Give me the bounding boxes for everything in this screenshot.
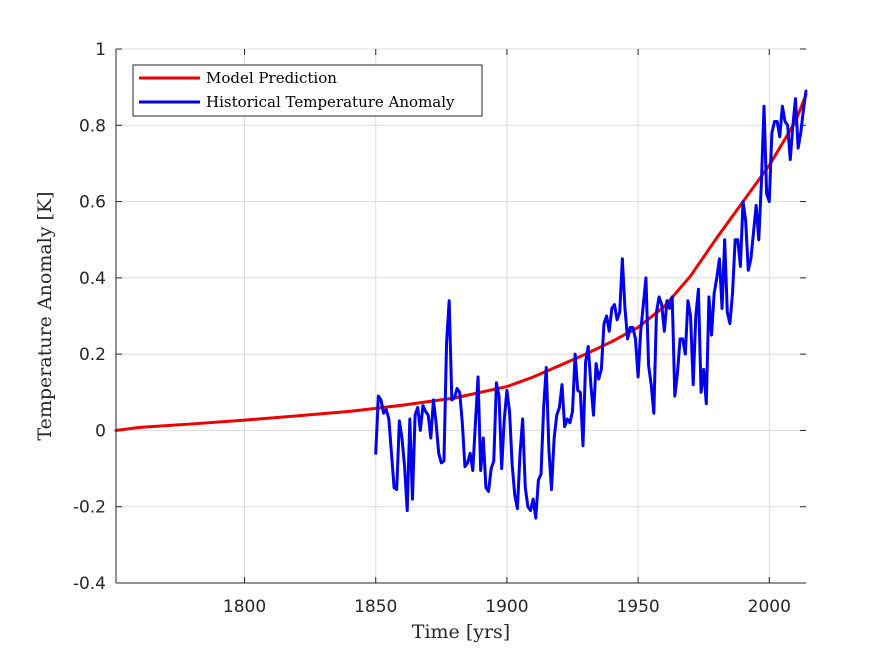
y-axis-label: Temperature Anomaly [K]: [34, 191, 56, 440]
y-tick-label: 0: [95, 421, 106, 441]
x-tick-labels: 1800 1850 1900 1950 2000: [223, 597, 791, 617]
legend-label-model: Model Prediction: [206, 69, 337, 87]
legend-box: [132, 64, 483, 117]
y-tick-label: 0.6: [79, 193, 106, 213]
x-tick-label: 1800: [223, 597, 266, 617]
y-tick-label: 0.8: [79, 116, 106, 136]
y-tick-label: 0.2: [79, 345, 106, 365]
y-tick-label: 1: [95, 40, 106, 60]
x-tick-label: 1850: [354, 597, 397, 617]
series-layer: [114, 89, 808, 520]
x-tick-label: 1950: [616, 597, 659, 617]
axes-lines: [115, 49, 806, 584]
y-tick-labels: -0.4 -0.2 0 0.2 0.4 0.6 0.8 1: [73, 40, 106, 594]
model-prediction-line: [114, 93, 808, 432]
legend-label-historical: Historical Temperature Anomaly: [206, 93, 455, 111]
historical-anomaly-line: [374, 89, 808, 520]
x-axis-label: Time [yrs]: [412, 621, 510, 643]
legend: Model Prediction Historical Temperature A…: [132, 64, 483, 117]
y-tick-label: -0.2: [73, 498, 106, 518]
x-tick-label: 2000: [748, 597, 791, 617]
y-tick-label: -0.4: [73, 574, 106, 594]
grid-lines: [116, 48, 806, 584]
y-tick-label: 0.4: [79, 269, 106, 289]
x-tick-label: 1900: [485, 597, 528, 617]
plot-area: [116, 49, 806, 583]
